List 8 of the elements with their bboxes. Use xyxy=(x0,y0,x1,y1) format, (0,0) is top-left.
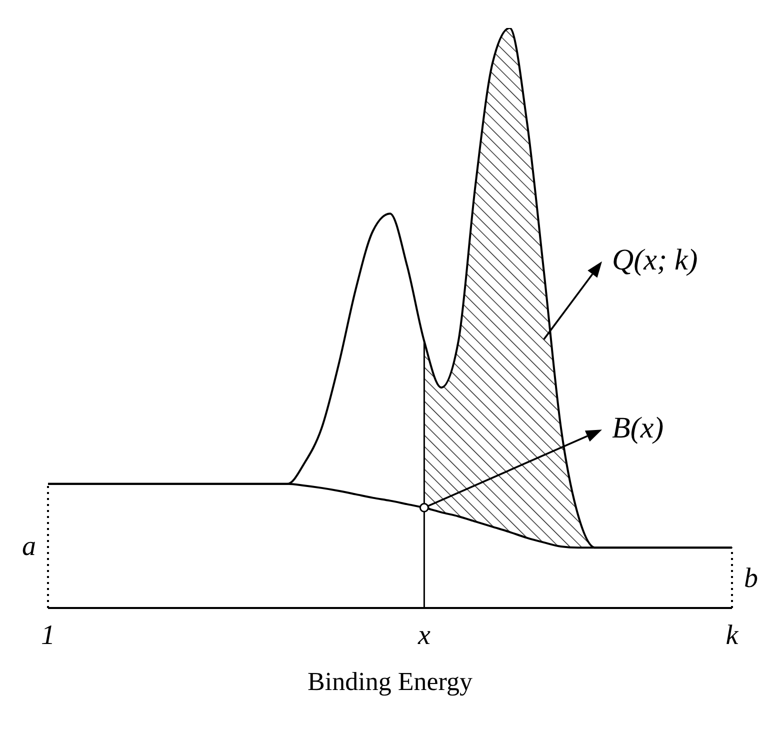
annotation: Q(x; k) xyxy=(612,243,698,276)
annotation: B(x) xyxy=(612,412,664,445)
x-axis-title: Binding Energy xyxy=(308,667,472,696)
x-tick-label: 1 xyxy=(41,620,55,651)
ref-line-label: a xyxy=(22,530,36,562)
x-tick-label: k xyxy=(726,620,739,651)
x-tick-label: x xyxy=(416,620,431,651)
ref-line-label: b xyxy=(744,562,758,594)
